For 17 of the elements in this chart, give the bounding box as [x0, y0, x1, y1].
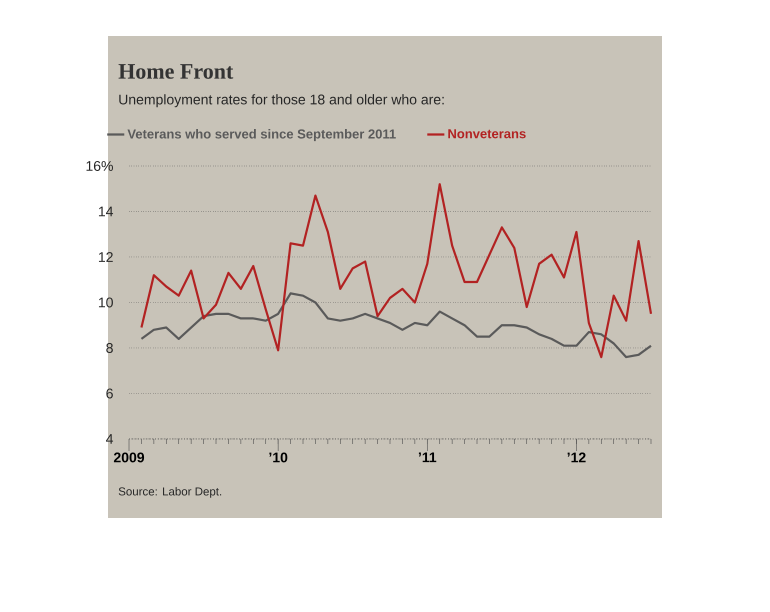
- y-tick-label: 8: [106, 343, 113, 353]
- y-tick-label: 10: [98, 298, 113, 308]
- legend-label: Nonveterans: [448, 129, 526, 138]
- chart-title: Home Front: [118, 64, 234, 79]
- x-tick-label: 2009: [114, 452, 144, 462]
- chart-subtitle: Unemployment rates for those 18 and older who are:: [119, 94, 444, 108]
- legend-label: Veterans who served since September 2011: [127, 129, 396, 142]
- y-tick-label: 4: [106, 434, 114, 444]
- y-tick-label: 16%: [86, 161, 113, 171]
- y-tick-label: 12: [98, 252, 113, 262]
- x-tick-label: ’11: [418, 452, 436, 462]
- source-note: Source: Labor Dept.: [118, 487, 222, 498]
- y-tick-label: 14: [98, 206, 114, 216]
- x-tick-label: ’10: [269, 452, 288, 462]
- x-tick-label: ’12: [568, 452, 586, 462]
- line-series: [140, 292, 652, 358]
- y-tick-label: 6: [106, 388, 113, 398]
